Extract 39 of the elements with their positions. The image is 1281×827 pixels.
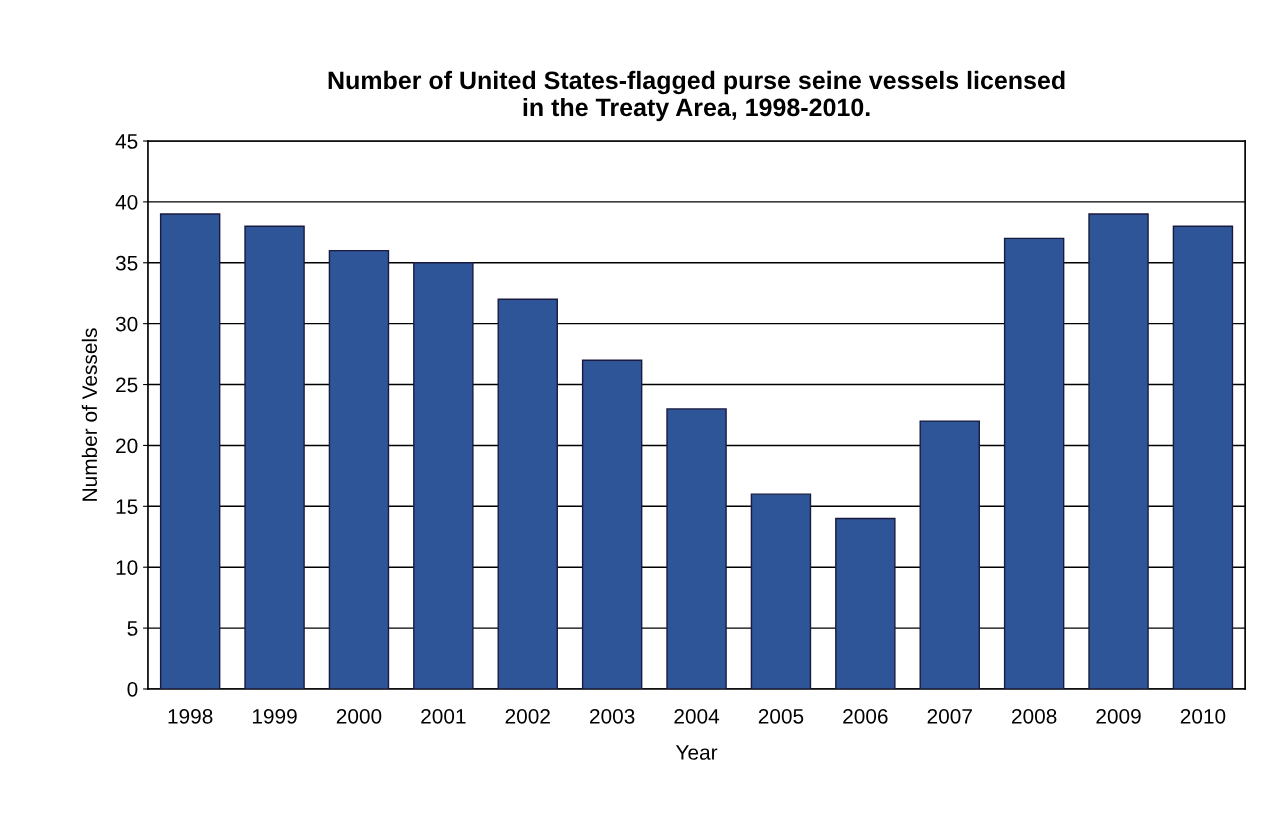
y-tick-label: 40 <box>115 194 138 210</box>
y-axis-title: Number of Vessels <box>81 328 98 501</box>
bar <box>835 517 896 689</box>
x-tick-label: 2000 <box>336 708 382 724</box>
chart-title: Number of United States-flagged purse seine vessels licensed in the Treaty Area, 1998-2010. <box>328 70 1065 122</box>
bar <box>581 359 643 689</box>
x-tick-label: 2009 <box>1096 708 1141 724</box>
x-tick-label: 2006 <box>843 708 888 724</box>
bar <box>1003 237 1065 689</box>
bar <box>919 420 980 689</box>
x-tick-label: 2002 <box>505 708 550 724</box>
x-tick-label: 1998 <box>168 708 213 724</box>
y-tick-label: 10 <box>116 560 138 575</box>
x-tick-label: 2003 <box>590 708 635 724</box>
bar <box>1088 213 1149 689</box>
bar <box>1172 225 1234 689</box>
y-tick-label: 30 <box>115 316 138 332</box>
x-tick-label: 2008 <box>1012 708 1057 724</box>
x-tick-label: 2001 <box>421 708 466 724</box>
bar <box>328 249 390 689</box>
y-tick-label: 15 <box>116 499 138 515</box>
x-tick-label: 1999 <box>252 708 297 724</box>
x-tick-label: 2010 <box>1180 708 1226 724</box>
bar <box>497 298 558 689</box>
bar <box>750 493 812 689</box>
x-tick-label: 2004 <box>674 708 720 724</box>
y-tick-label: 45 <box>115 134 138 149</box>
y-tick-label: 5 <box>127 621 138 636</box>
bar <box>413 262 474 689</box>
bar <box>244 225 305 689</box>
x-axis-title: Year <box>675 745 718 760</box>
x-tick-label: 2007 <box>927 708 972 724</box>
y-tick-label: 25 <box>116 377 138 393</box>
y-tick-label: 35 <box>115 255 138 271</box>
x-tick-label: 2005 <box>758 708 804 724</box>
bar <box>666 408 727 689</box>
y-tick-label: 20 <box>116 438 138 454</box>
bar <box>159 213 221 689</box>
y-tick-label: 0 <box>127 681 138 697</box>
